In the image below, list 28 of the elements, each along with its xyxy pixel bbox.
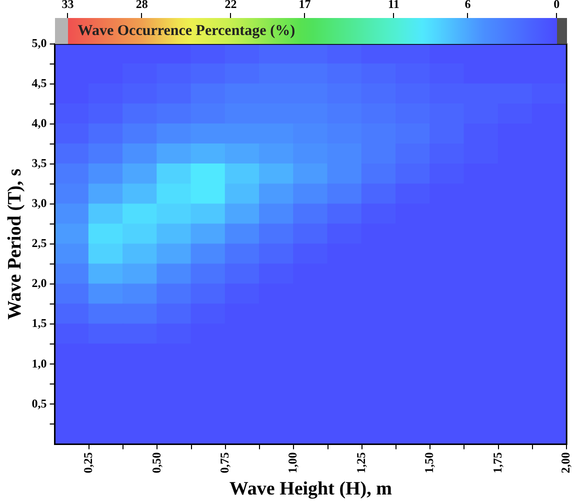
y-tick-label: 4,5 xyxy=(32,76,47,90)
color-bar-label: 11 xyxy=(386,0,400,11)
x-tick-label: 1,50 xyxy=(422,452,436,474)
x-tick-label: 1,25 xyxy=(354,452,368,474)
y-axis-title: Wave Period (T), s xyxy=(4,168,26,320)
y-tick-label: 0,5 xyxy=(32,396,47,410)
x-tick-label: 2,00 xyxy=(558,452,573,474)
x-axis-title: Wave Height (H), m xyxy=(229,478,392,500)
color-bar-label: 22 xyxy=(224,0,238,11)
y-tick-label: 1,5 xyxy=(32,316,47,330)
color-bar-label: 28 xyxy=(134,0,149,11)
x-tick-label: 1,75 xyxy=(490,452,504,474)
x-tick-label: 0,50 xyxy=(149,452,164,474)
color-bar-label: 6 xyxy=(464,0,472,11)
color-bar-label: 33 xyxy=(60,0,75,11)
x-tick-label: 0,25 xyxy=(81,452,96,474)
y-tick-label: 1,0 xyxy=(32,356,47,370)
color-bar-label: 0 xyxy=(552,0,561,11)
y-tick-label: 3,0 xyxy=(32,196,47,210)
x-tick-label: 0,75 xyxy=(217,452,232,474)
y-tick-label: 4,0 xyxy=(32,116,47,130)
y-tick-label: 2,5 xyxy=(32,236,47,250)
y-tick-label: 3,5 xyxy=(32,156,47,170)
color-bar-label: 17 xyxy=(298,0,312,11)
y-tick-label: 5,0 xyxy=(32,36,47,50)
color-bar-title: Wave Occurrence Percentage (%) xyxy=(78,22,296,40)
y-tick-label: 2,0 xyxy=(32,276,47,290)
x-tick-label: 1,00 xyxy=(286,452,300,474)
